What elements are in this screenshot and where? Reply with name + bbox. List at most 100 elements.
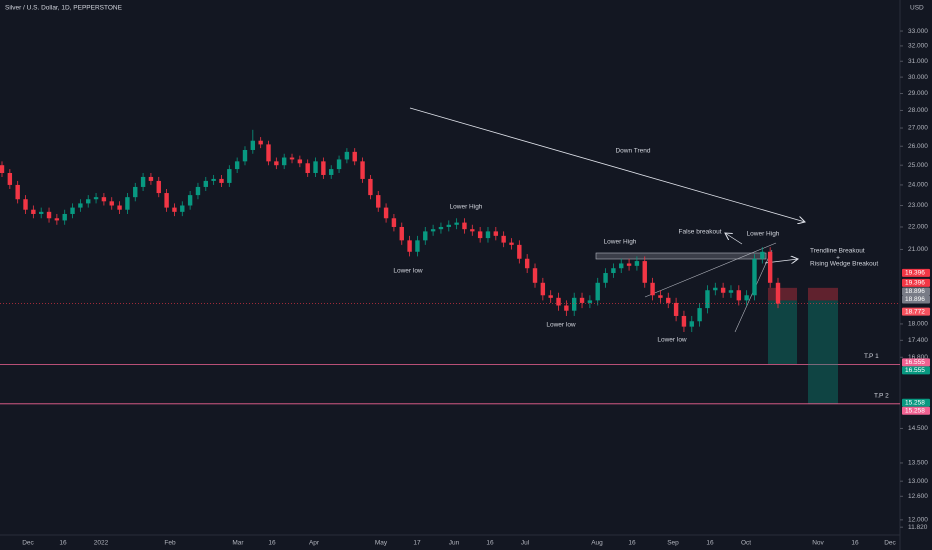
target-zone (768, 300, 797, 365)
candle-body (203, 180, 208, 187)
price-tag (902, 278, 930, 287)
candle-body (219, 178, 224, 183)
candle-body (23, 199, 28, 210)
x-tick-label: Aug (591, 540, 603, 547)
price-tag-label: 15.258 (905, 400, 925, 407)
candle-body (391, 218, 397, 227)
wedge-line (644, 242, 777, 298)
y-tick-label: 24.000 (908, 182, 928, 189)
candle-body (383, 207, 389, 219)
candle-body (329, 169, 334, 175)
price-tag-label: 18.896 (905, 296, 925, 303)
false-breakout-arrow (725, 233, 743, 245)
candle-body (133, 186, 138, 198)
annotation: Lower low (546, 322, 576, 329)
y-tick-label: 18.000 (908, 321, 928, 328)
stop-zone (768, 287, 797, 301)
x-tick-label: 16 (486, 540, 494, 547)
price-tag-label: 16.555 (905, 359, 925, 366)
target-label: T.P 2 (874, 393, 889, 400)
candle-body (360, 161, 365, 179)
candle-body (187, 195, 193, 206)
candle-body (681, 315, 687, 327)
x-tick-label: 16 (851, 540, 859, 547)
candle-body (736, 290, 742, 301)
candle-body (344, 151, 350, 160)
candle-body (595, 282, 600, 301)
candle-body (258, 140, 263, 145)
price-tag (902, 307, 930, 316)
candle-body (760, 251, 765, 259)
price-tag (902, 406, 930, 415)
candle-body (713, 287, 718, 291)
candle-body (7, 172, 13, 185)
x-tick-label: 16 (706, 540, 714, 547)
price-tag (902, 358, 930, 367)
candle-body (109, 201, 114, 206)
y-tick-label: 30.000 (908, 74, 928, 81)
candle-body (446, 224, 451, 227)
y-tick-label: 26.000 (908, 143, 928, 150)
candle-body (650, 282, 655, 296)
price-tag (902, 366, 930, 375)
price-tag-label: 19.396 (905, 270, 925, 277)
annotation: Trendline Breakout (810, 248, 865, 255)
price-tag-label: 19.396 (905, 280, 925, 287)
price-axis: 33.000 32.000 31.000 30.000 29.000 28.000 27.0… (900, 28, 928, 531)
candle-body (86, 199, 91, 204)
candle-body (164, 193, 169, 208)
candle-body (767, 251, 773, 283)
annotation: Lower low (657, 337, 687, 344)
y-tick-label: 29.000 (908, 90, 928, 97)
x-tick-label: Dec (22, 540, 34, 547)
candle-body (603, 273, 608, 283)
candle-body (752, 258, 757, 296)
target-label: T.P 1 (864, 353, 879, 360)
candle-body (313, 161, 318, 173)
price-tag (902, 398, 930, 407)
candle-body (548, 295, 553, 298)
candle-body (470, 229, 475, 232)
candle-body (438, 226, 444, 230)
y-tick-label: 12.600 (908, 493, 928, 500)
candle-body (517, 244, 522, 259)
candle-body (211, 178, 216, 181)
candle-body (281, 157, 287, 166)
candle-body (250, 140, 256, 150)
candle-body (46, 211, 52, 219)
x-tick-label: 16 (59, 540, 67, 547)
candle-body (658, 295, 663, 298)
candle-body (509, 242, 514, 245)
candle-body (289, 157, 295, 160)
candle-body (572, 297, 577, 311)
candle-body (501, 235, 506, 243)
candle-body (125, 197, 130, 210)
candle-body (376, 195, 381, 208)
candle-body (697, 308, 702, 322)
x-tick-label: Nov (812, 540, 824, 547)
annotation: False breakout (679, 229, 722, 236)
candle-body (352, 151, 357, 162)
annotation: Rising Wedge Breakout (810, 261, 878, 268)
candle-body (399, 226, 404, 241)
stop-zone (808, 287, 838, 301)
candle-body (454, 222, 459, 225)
candle-body (93, 197, 99, 200)
x-tick-label: Jun (449, 540, 460, 547)
y-tick-label: 23.000 (908, 202, 928, 209)
candle-body (368, 178, 373, 196)
y-tick-label: 28.000 (908, 107, 928, 114)
target-zone (808, 300, 838, 404)
candle-body (227, 169, 232, 183)
chart-title: Silver / U.S. Dollar, 1D, PEPPERSTONE (5, 5, 123, 12)
x-tick-label: Oct (741, 540, 751, 547)
candle-body (140, 176, 146, 187)
candle-body (775, 282, 781, 304)
candle-body (477, 231, 483, 239)
candle-body (415, 240, 420, 252)
price-tag (902, 295, 930, 304)
candle-body (297, 159, 303, 164)
y-tick-label: 12.000 (908, 517, 928, 524)
annotation: + (836, 255, 840, 262)
